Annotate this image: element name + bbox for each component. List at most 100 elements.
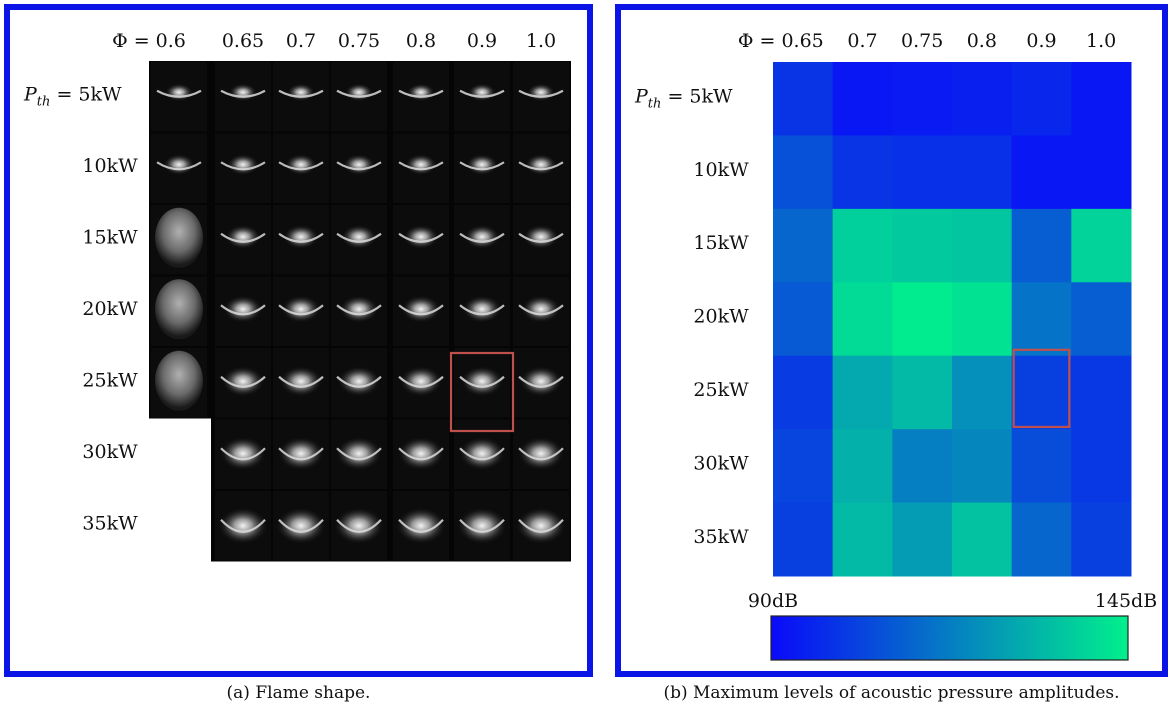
- heatmap-cell: [1011, 355, 1072, 430]
- heatmap-cell: [773, 282, 834, 357]
- flame-front: [518, 519, 564, 533]
- heatmap-phi-label-0.9: 0.9: [1026, 30, 1056, 52]
- flame-cell: [151, 348, 207, 418]
- acoustic-pressure-panel: Φ = 0.65 0.7 0.75 0.8 0.9 1.0 Pth = 5kW 10kW 15k…: [615, 4, 1168, 677]
- heatmap-cell: [892, 429, 953, 504]
- flame-glow: [337, 366, 381, 398]
- row-label-20kW: 20kW: [82, 298, 138, 320]
- flame-glow: [226, 154, 260, 176]
- flame-glow: [225, 225, 261, 250]
- flame-shape-figure: Φ = 0.6 0.65 0.7 0.75 0.8 0.9 1.0 Pth = 5kW 10kW…: [23, 30, 571, 562]
- row-label-35kW: 35kW: [82, 512, 138, 534]
- flame-front: [459, 161, 505, 171]
- flame-glow: [399, 366, 443, 398]
- flame-cell: [331, 491, 387, 561]
- heatmap-cell: [832, 208, 893, 283]
- flame-cell: [273, 133, 329, 203]
- flame-cell: [513, 419, 569, 489]
- flame-front: [220, 304, 266, 316]
- highlight-box: [449, 351, 515, 433]
- flame-glow: [286, 83, 316, 102]
- flame-front: [459, 304, 505, 316]
- heatmap-cell: [952, 502, 1013, 577]
- heatmap-cell: [1011, 208, 1072, 283]
- flame-glow: [333, 507, 385, 546]
- flame-front: [336, 232, 382, 243]
- row-label-5kW: Pth = 5kW: [23, 83, 122, 109]
- flame-cell: [513, 62, 569, 132]
- heatmap-cell: [1071, 282, 1132, 357]
- flame-glow: [462, 295, 502, 324]
- flame-cell: [454, 491, 510, 561]
- flame-cell: [215, 276, 271, 346]
- heatmap-cell: [892, 135, 953, 210]
- flame-cell: [273, 276, 329, 346]
- flame-glow: [219, 437, 267, 472]
- heatmap-cell: [1071, 429, 1132, 504]
- flame-glow: [526, 83, 556, 102]
- flame-front: [398, 447, 444, 461]
- flame-cell: [331, 133, 387, 203]
- flame-cell: [215, 133, 271, 203]
- flame-front: [220, 375, 266, 388]
- flame-glow: [524, 154, 558, 176]
- flame-front: [398, 304, 444, 316]
- flame-shape-caption: (a) Flame shape.: [226, 683, 371, 703]
- colorbar-min-label: 90dB: [748, 590, 798, 612]
- flame-front: [278, 161, 324, 171]
- phi-label-0.8: 0.8: [406, 30, 436, 52]
- heatmap-cell: [892, 355, 953, 430]
- phi-label-0.65: 0.65: [222, 30, 264, 52]
- flame-front: [156, 161, 202, 171]
- heatmap-row-label-20kW: 20kW: [693, 306, 749, 328]
- heatmap-cell: [892, 62, 953, 136]
- flame-front: [278, 304, 324, 316]
- flame-front: [459, 447, 505, 461]
- flame-front: [398, 232, 444, 243]
- flame-glow: [521, 295, 561, 324]
- row-label-15kW: 15kW: [82, 226, 138, 248]
- flame-cell: [393, 62, 449, 132]
- heatmap-phi-label-0.7: 0.7: [847, 30, 877, 52]
- flame-cell: [273, 205, 329, 275]
- heatmap-cell: [1071, 355, 1132, 430]
- flame-cell: [331, 348, 387, 418]
- flame-glow: [281, 295, 321, 324]
- flame-front: [518, 232, 564, 243]
- flame-front: [336, 519, 382, 533]
- flame-front: [220, 519, 266, 533]
- flame-front: [336, 161, 382, 171]
- flame-blob: [155, 279, 203, 340]
- flame-glow: [403, 225, 439, 250]
- flame-cell: [273, 491, 329, 561]
- phi-label-0.75: 0.75: [338, 30, 380, 52]
- heatmap-cell: [832, 135, 893, 210]
- flame-cell: [151, 205, 207, 275]
- flame-front: [156, 89, 202, 98]
- flame-glow: [342, 154, 376, 176]
- flame-front: [220, 161, 266, 171]
- flame-blob: [155, 350, 203, 411]
- flame-glow: [515, 507, 567, 546]
- flame-front: [398, 375, 444, 388]
- heatmap-cell: [952, 355, 1013, 430]
- heatmap-cell: [832, 282, 893, 357]
- heatmap-phi-label-0.8: 0.8: [967, 30, 997, 52]
- flame-cell: [513, 133, 569, 203]
- heatmap-cell: [1071, 135, 1132, 210]
- heatmap-row-label-35kW: 35kW: [693, 526, 749, 548]
- flame-glow: [467, 83, 497, 102]
- flame-front: [398, 89, 444, 98]
- phi-label-0.9: 0.9: [467, 30, 497, 52]
- flame-glow: [523, 225, 559, 250]
- flame-front: [336, 89, 382, 98]
- flame-glow: [465, 154, 499, 176]
- flame-front: [220, 447, 266, 461]
- flame-front: [278, 232, 324, 243]
- flame-glow: [279, 366, 323, 398]
- heatmap-cell: [1011, 502, 1072, 577]
- heatmap-cell: [892, 282, 953, 357]
- flame-cell: [273, 419, 329, 489]
- flame-glow: [284, 154, 318, 176]
- heatmap-cell: [952, 208, 1013, 283]
